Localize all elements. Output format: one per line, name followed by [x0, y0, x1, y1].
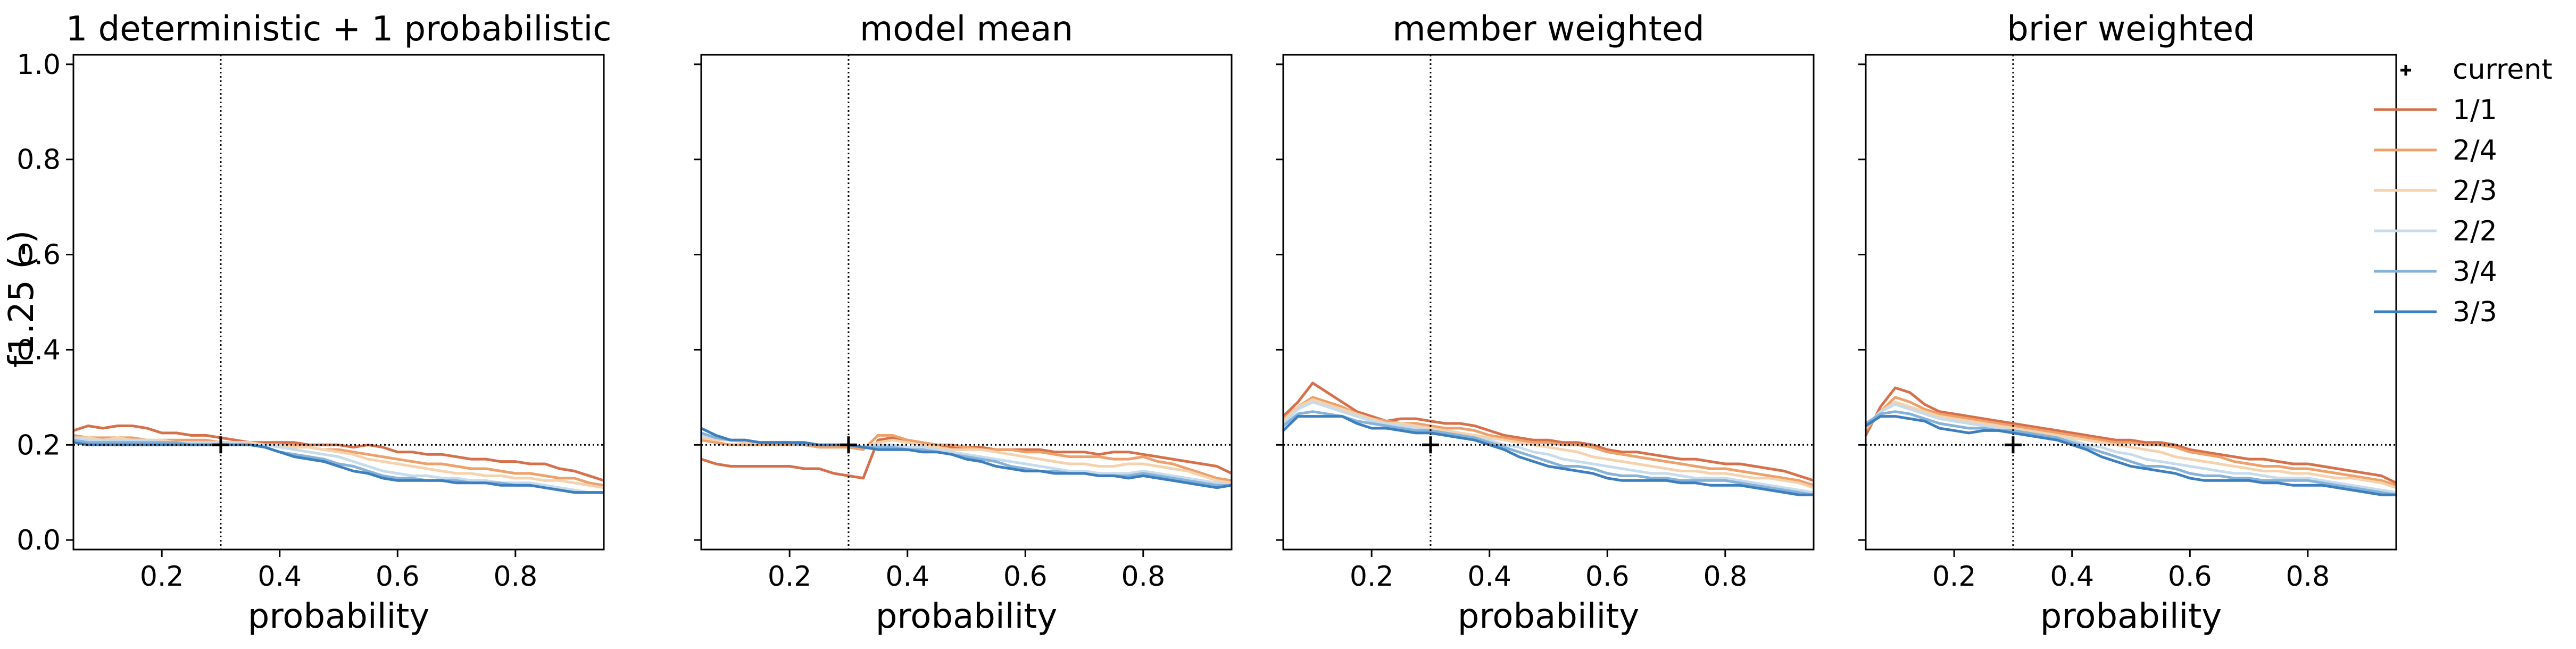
panel-2: 0.2 0.4 0.6 0.8 model mean probability — [694, 10, 1233, 636]
legend-item-2-3: 2/3 — [2374, 175, 2497, 207]
series-line-2-3-panel-3 — [1282, 398, 1814, 489]
legend-item-1-1: 1/1 — [2374, 94, 2497, 126]
legend-item-current: current — [2400, 54, 2553, 86]
panel-title: 1 deterministic + 1 probabilistic — [66, 10, 612, 49]
x-tick-label: 0.2 — [1932, 561, 1976, 593]
series-line-3-3-panel-4 — [1865, 415, 2396, 496]
panel-3: 0.2 0.4 0.6 0.8 member weighted probability — [1276, 10, 1815, 636]
legend-item-2-2: 2/2 — [2374, 215, 2497, 247]
panel-title: member weighted — [1392, 10, 1705, 49]
current-marker — [212, 436, 229, 454]
legend-item-2-4: 2/4 — [2374, 135, 2497, 167]
axes-frame — [72, 54, 605, 551]
x-axis-label: probability — [2040, 597, 2222, 636]
y-tick-label: 0.2 — [16, 429, 61, 461]
panel-title: brier weighted — [2007, 10, 2255, 49]
legend-label: 3/4 — [2453, 256, 2497, 288]
x-tick-label: 0.8 — [1121, 561, 1165, 593]
y-tick-label: 0.8 — [16, 144, 61, 176]
y-tick-label: 0.6 — [16, 239, 61, 271]
current-marker — [2004, 436, 2022, 454]
series-line-3-3-panel-3 — [1282, 415, 1814, 496]
panels: 0.2 0.4 0.6 0.8 0.0 0.2 0.4 0.6 0.8 1.01 determin… — [16, 10, 2397, 636]
x-tick-label: 0.2 — [140, 561, 184, 593]
series-line-3-4-panel-3 — [1282, 410, 1814, 496]
x-tick-label: 0.8 — [2286, 561, 2330, 593]
series-line-2-4-panel-3 — [1282, 396, 1814, 487]
legend-label: 2/2 — [2453, 215, 2497, 247]
legend-label: 3/3 — [2453, 296, 2497, 328]
x-tick-label: 0.8 — [493, 561, 537, 593]
x-tick-label: 0.4 — [257, 561, 302, 593]
panel-title: model mean — [860, 10, 1073, 49]
y-axis-label: f1.25 (-) — [2, 230, 41, 368]
current-marker — [840, 436, 857, 454]
series-line-3-4-panel-4 — [1865, 410, 2397, 496]
legend-item-3-4: 3/4 — [2374, 256, 2497, 288]
legend-label: 1/1 — [2453, 94, 2497, 126]
series-line-1-1-panel-4 — [1864, 386, 2397, 485]
series-line-2-3-panel-1 — [73, 436, 604, 489]
legend-label: 2/4 — [2453, 135, 2497, 167]
x-tick-label: 0.8 — [1703, 561, 1747, 593]
axes-frame — [1865, 54, 2397, 551]
series-line-2-3-panel-4 — [1865, 401, 2397, 489]
legend-item-3-3: 3/3 — [2374, 296, 2497, 328]
x-tick-label: 0.4 — [2050, 561, 2094, 593]
legend: current 1/1 2/4 2/3 2/2 3/4 3/3 — [2374, 54, 2553, 328]
legend-label: 2/3 — [2453, 175, 2497, 207]
x-tick-label: 0.6 — [1585, 561, 1630, 593]
x-axis-label: probability — [248, 597, 429, 636]
x-tick-label: 0.6 — [2168, 561, 2212, 593]
series-line-3-3-panel-2 — [700, 427, 1232, 489]
legend-current-label: current — [2453, 54, 2553, 86]
x-tick-label: 0.6 — [376, 561, 420, 593]
x-tick-label: 0.4 — [1467, 561, 1511, 593]
axes-frame — [700, 54, 1233, 551]
panel-4: 0.2 0.4 0.6 0.8 brier weighted probability — [1858, 10, 2397, 636]
legend-series: 1/1 2/4 2/3 2/2 3/4 3/3 — [2374, 94, 2497, 328]
series-line-2-4-panel-2 — [701, 434, 1232, 482]
series-line-2-2-panel-3 — [1282, 401, 1814, 494]
y-tick-label: 1.0 — [16, 49, 61, 81]
x-tick-label: 0.6 — [1003, 561, 1048, 593]
x-axis-label: probability — [1458, 597, 1639, 636]
x-tick-label: 0.2 — [1350, 561, 1394, 593]
series-line-3-3-panel-1 — [73, 441, 604, 494]
x-tick-label: 0.2 — [768, 561, 812, 593]
series-line-1-1-panel-3 — [1282, 381, 1814, 482]
series-line-2-2-panel-4 — [1865, 403, 2397, 494]
x-tick-label: 0.4 — [885, 561, 929, 593]
y-tick-label: 0.0 — [16, 525, 61, 556]
y-tick-label: 0.4 — [16, 334, 61, 366]
series-line-2-4-panel-4 — [1865, 396, 2397, 487]
x-axis-label: probability — [876, 597, 1057, 636]
current-marker — [1422, 436, 1439, 454]
axes-frame — [1282, 54, 1815, 551]
panel-1: 0.2 0.4 0.6 0.8 0.0 0.2 0.4 0.6 0.8 1.01 determin… — [16, 10, 611, 636]
legend-current-marker — [2400, 65, 2411, 76]
